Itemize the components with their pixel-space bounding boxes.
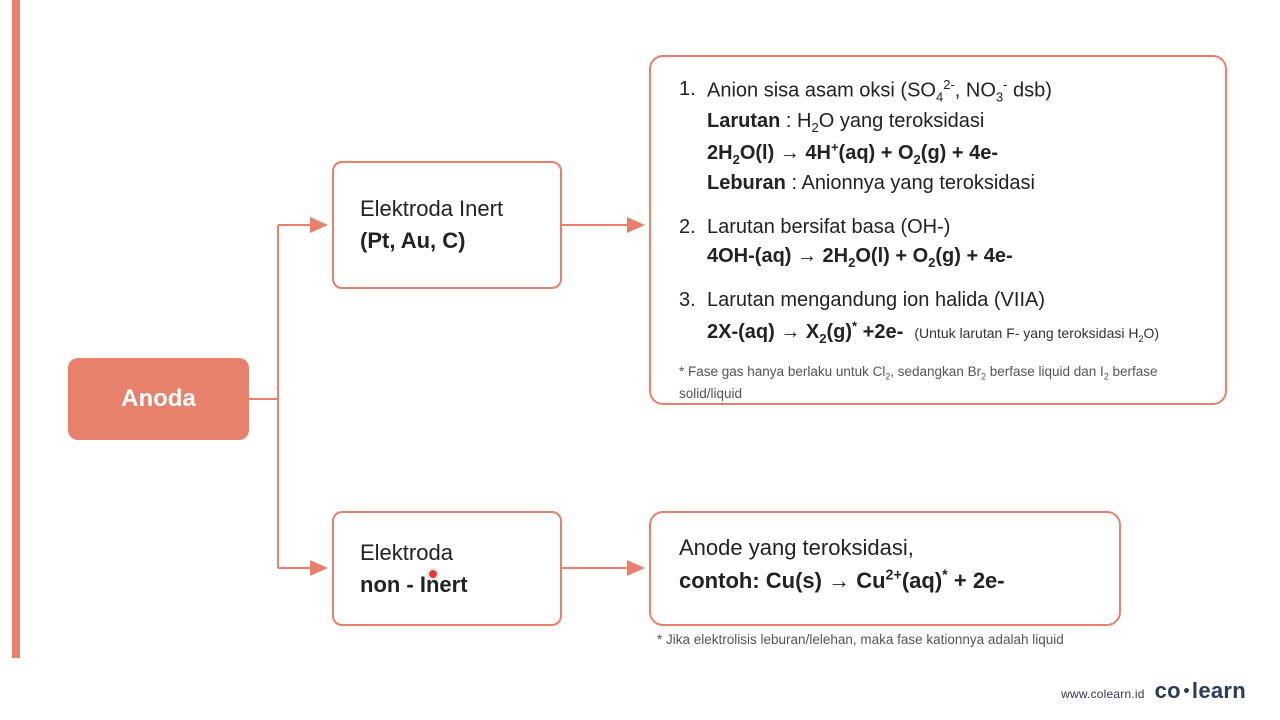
footnote-lower: * Jika elektrolisis leburan/lelehan, mak… bbox=[657, 632, 1064, 647]
footnote-upper: * Fase gas hanya berlaku untuk Cl2, seda… bbox=[679, 362, 1197, 404]
item-line: 2H2O(l) → 4H+(aq) + O2(g) + 4e- bbox=[707, 137, 1197, 169]
item-line: Larutan mengandung ion halida (VIIA) bbox=[707, 286, 1197, 316]
root-node-anoda: Anoda bbox=[68, 358, 249, 440]
reaction-item: 1.Anion sisa asam oksi (SO42-, NO3- dsb)… bbox=[679, 75, 1197, 199]
branch-non-line2: non - Inert bbox=[360, 572, 534, 598]
footer-url: www.colearn.id bbox=[1061, 687, 1145, 701]
item-line: contoh: Cu(s) → Cu2+(aq)* + 2e- bbox=[679, 564, 1091, 597]
item-body: Larutan mengandung ion halida (VIIA)2X-(… bbox=[707, 286, 1197, 347]
canvas: Anoda Elektroda Inert (Pt, Au, C) Elektr… bbox=[0, 0, 1280, 720]
item-line: 4OH-(aq) → 2H2O(l) + O2(g) + 4e- bbox=[707, 242, 1197, 272]
branch-node-non-inert: Elektroda non - Inert bbox=[332, 511, 562, 626]
branch-inert-line1: Elektroda Inert bbox=[360, 196, 534, 222]
footer-brand: colearn bbox=[1155, 678, 1246, 704]
item-number: 3. bbox=[679, 286, 707, 347]
root-label: Anoda bbox=[121, 385, 196, 413]
branch-non-line1: Elektroda bbox=[360, 540, 534, 566]
laser-pointer-dot bbox=[428, 569, 438, 579]
branch-node-inert: Elektroda Inert (Pt, Au, C) bbox=[332, 161, 562, 289]
item-number: 2. bbox=[679, 213, 707, 273]
left-accent-bar bbox=[12, 0, 20, 658]
item-line: Leburan : Anionnya yang teroksidasi bbox=[707, 169, 1197, 199]
item-number: 1. bbox=[679, 75, 707, 199]
detail-box-non-inert-reaction: Anode yang teroksidasi,contoh: Cu(s) → C… bbox=[649, 511, 1121, 626]
branch-inert-line2: (Pt, Au, C) bbox=[360, 228, 534, 254]
item-line: Anode yang teroksidasi, bbox=[679, 531, 1091, 564]
item-line: Larutan bersifat basa (OH-) bbox=[707, 213, 1197, 243]
item-body: Anion sisa asam oksi (SO42-, NO3- dsb)La… bbox=[707, 75, 1197, 199]
item-line: 2X-(aq) → X2(g)* +2e- (Untuk larutan F- … bbox=[707, 316, 1197, 348]
footer: www.colearn.id colearn bbox=[1061, 678, 1246, 704]
reaction-item: 2.Larutan bersifat basa (OH-)4OH-(aq) → … bbox=[679, 213, 1197, 273]
detail-box-inert-reactions: 1.Anion sisa asam oksi (SO42-, NO3- dsb)… bbox=[649, 55, 1227, 405]
reaction-item: 3.Larutan mengandung ion halida (VIIA)2X… bbox=[679, 286, 1197, 347]
item-line: Larutan : H2O yang teroksidasi bbox=[707, 107, 1197, 137]
item-line: Anion sisa asam oksi (SO42-, NO3- dsb) bbox=[707, 75, 1197, 107]
item-body: Larutan bersifat basa (OH-)4OH-(aq) → 2H… bbox=[707, 213, 1197, 273]
